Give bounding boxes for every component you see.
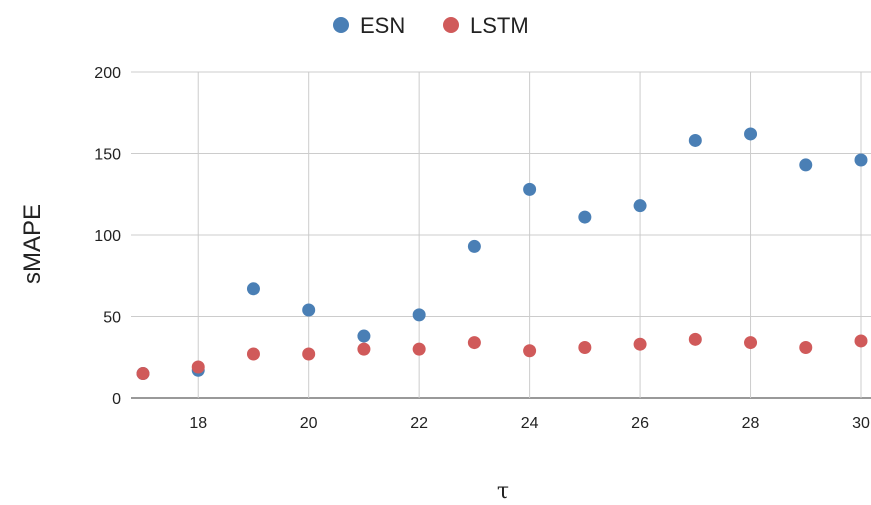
esn-point xyxy=(357,329,371,343)
esn-point xyxy=(744,127,758,141)
y-tick-label: 200 xyxy=(94,65,121,82)
lstm-point xyxy=(854,334,868,348)
x-axis-title: τ xyxy=(497,479,509,504)
legend-marker-lstm xyxy=(443,17,459,33)
x-tick-label: 26 xyxy=(631,415,649,432)
grid xyxy=(131,71,871,399)
y-tick-label: 100 xyxy=(94,228,121,245)
x-tick-label: 28 xyxy=(742,415,760,432)
x-tick-label: 18 xyxy=(189,415,207,432)
lstm-point xyxy=(246,347,260,361)
lstm-point xyxy=(357,342,371,356)
lstm-point xyxy=(302,347,316,361)
x-tick-label: 20 xyxy=(300,415,318,432)
esn-point xyxy=(799,158,813,172)
legend-marker-esn xyxy=(333,17,349,33)
lstm-point xyxy=(136,367,150,381)
esn-point xyxy=(302,303,316,317)
data-points xyxy=(136,127,868,381)
esn-point xyxy=(688,133,702,147)
lstm-point xyxy=(688,332,702,346)
esn-point xyxy=(523,182,537,196)
lstm-point xyxy=(744,336,758,350)
esn-point xyxy=(467,239,481,253)
y-axis-ticks: 0 50 100 150 200 xyxy=(94,65,121,408)
lstm-point xyxy=(633,337,647,351)
y-axis-title: sMAPE xyxy=(19,204,46,284)
x-tick-label: 22 xyxy=(410,415,428,432)
legend-label-lstm: LSTM xyxy=(470,13,529,38)
legend: ESN LSTM xyxy=(333,13,529,38)
legend-label-esn: ESN xyxy=(360,13,405,38)
y-tick-label: 50 xyxy=(103,310,121,327)
lstm-point xyxy=(412,342,426,356)
esn-point xyxy=(246,282,260,296)
x-axis-ticks: 18 20 22 24 26 28 30 xyxy=(189,415,870,432)
esn-point xyxy=(854,153,868,167)
lstm-point xyxy=(191,360,205,374)
lstm-point xyxy=(799,340,813,354)
esn-point xyxy=(412,308,426,322)
x-tick-label: 24 xyxy=(521,415,539,432)
lstm-point xyxy=(578,340,592,354)
esn-point xyxy=(578,210,592,224)
y-tick-label: 150 xyxy=(94,147,121,164)
lstm-point xyxy=(467,336,481,350)
lstm-point xyxy=(523,344,537,358)
x-tick-label: 30 xyxy=(852,415,870,432)
y-tick-label: 0 xyxy=(112,391,121,408)
esn-point xyxy=(633,199,647,213)
